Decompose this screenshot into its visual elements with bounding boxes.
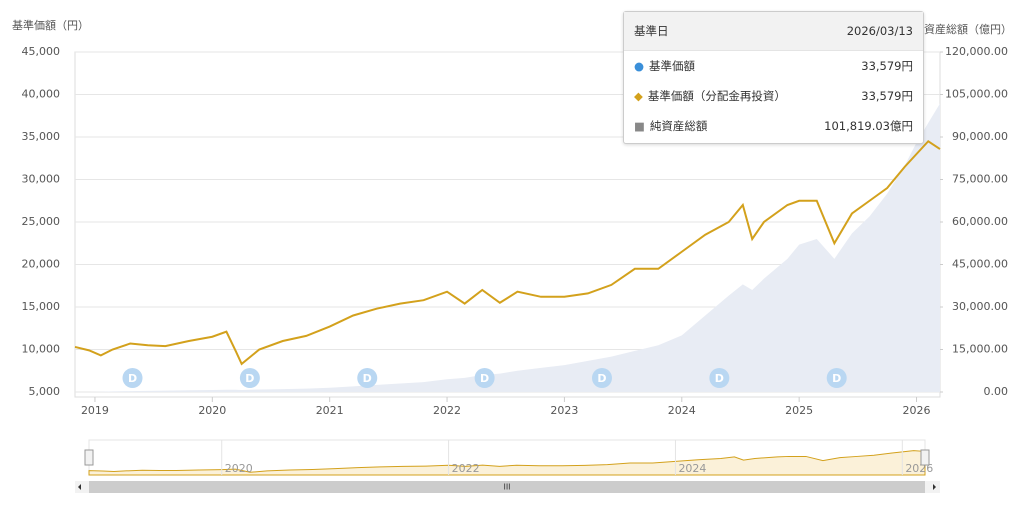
dividend-marker: [122, 368, 143, 388]
scroll-right[interactable]: [933, 484, 936, 490]
tooltip-label: 基準価額（分配金再投資）: [647, 89, 786, 103]
y-tick-label: 45,000: [22, 45, 61, 58]
tooltip-header: 基準日 2026/03/13: [624, 12, 923, 51]
tooltip-label: 基準価額: [649, 59, 696, 73]
net-assets-area: [75, 103, 940, 393]
y-tick-label: 40,000: [22, 88, 61, 101]
tooltip: 基準日 2026/03/13 ● 基準価額 33,579円 ◆ 基準価額（分配金再投資）…: [623, 11, 924, 144]
dividend-marker: [591, 368, 612, 388]
navigator-handle[interactable]: [920, 449, 930, 466]
tooltip-value: 101,819.03億円: [824, 119, 913, 133]
y2-tick-label: 45,000.00: [952, 258, 1008, 271]
y-tick-label: 10,000: [22, 343, 61, 356]
tooltip-row: ● 基準価額 33,579円: [624, 51, 923, 81]
tooltip-row: ■ 純資産総額 101,819.03億円: [624, 111, 923, 141]
tooltip-value: 33,579円: [861, 89, 913, 103]
x-tick-label: 2025: [785, 404, 813, 417]
dividend-label: D: [597, 372, 606, 385]
dividend-label: D: [480, 372, 489, 385]
tooltip-marker: ●: [634, 59, 645, 73]
scrollbar-grip: III: [503, 483, 510, 492]
x-tick-label: 2021: [316, 404, 344, 417]
x-tick-label: 2022: [433, 404, 461, 417]
dividend-marker: [709, 368, 730, 388]
navigator-tick-label: 2024: [678, 462, 706, 475]
tooltip-row-label-wrap: ■ 純資産総額: [634, 118, 707, 134]
x-tick-label: 2024: [668, 404, 696, 417]
navigator-tick-label: 2020: [225, 462, 253, 475]
tooltip-rows: ● 基準価額 33,579円 ◆ 基準価額（分配金再投資） 33,579円 ■ 純資産総額 10…: [624, 51, 923, 141]
scrollbar-thumb[interactable]: [89, 481, 925, 493]
x-tick-label: 2019: [81, 404, 109, 417]
y2-tick-label: 15,000.00: [952, 343, 1008, 356]
dividend-label: D: [128, 372, 137, 385]
y-tick-label: 30,000: [22, 173, 61, 186]
y2-tick-label: 105,000.00: [945, 88, 1008, 101]
y-tick-label: 5,000: [29, 385, 61, 398]
navigator-area: [88, 450, 926, 476]
tooltip-label: 純資産総額: [649, 119, 708, 133]
navigator-tick-label: 2022: [452, 462, 480, 475]
dividend-marker: [239, 368, 260, 388]
tooltip-date: 2026/03/13: [846, 24, 913, 38]
tooltip-value: 33,579円: [861, 59, 913, 73]
y-tick-label: 35,000: [22, 130, 61, 143]
y-tick-label: 25,000: [22, 215, 61, 228]
dividend-marker: [474, 368, 495, 388]
nav-line: [74, 139, 941, 366]
dividend-marker: [826, 368, 847, 388]
tooltip-row-label-wrap: ● 基準価額: [634, 58, 695, 74]
y2-tick-label: 60,000.00: [952, 215, 1008, 228]
dividend-label: D: [715, 372, 724, 385]
scroll-left[interactable]: [78, 484, 81, 490]
y-axis-title: 基準価額（円）: [12, 18, 89, 32]
dividend-label: D: [832, 372, 841, 385]
navigator-handle[interactable]: [84, 449, 94, 466]
dividend-marker: [357, 368, 378, 388]
tooltip-row: ◆ 基準価額（分配金再投資） 33,579円: [624, 81, 923, 111]
y2-tick-label: 120,000.00: [945, 45, 1008, 58]
dividend-label: D: [363, 372, 372, 385]
dividend-label: D: [245, 372, 254, 385]
x-tick-label: 2026: [903, 404, 931, 417]
y2-axis-title: 純資産総額（億円）: [913, 22, 1012, 36]
y2-tick-label: 30,000.00: [952, 300, 1008, 313]
x-tick-label: 2023: [550, 404, 578, 417]
x-tick-label: 2020: [198, 404, 226, 417]
tooltip-marker: ■: [634, 119, 645, 133]
tooltip-row-label-wrap: ◆ 基準価額（分配金再投資）: [634, 88, 786, 104]
tooltip-marker: ◆: [634, 89, 643, 103]
y2-tick-label: 90,000.00: [952, 130, 1008, 143]
y-tick-label: 20,000: [22, 258, 61, 271]
y2-tick-label: 0.00: [984, 385, 1009, 398]
y-tick-label: 15,000: [22, 300, 61, 313]
y2-tick-label: 75,000.00: [952, 173, 1008, 186]
tooltip-date-label: 基準日: [634, 24, 669, 38]
